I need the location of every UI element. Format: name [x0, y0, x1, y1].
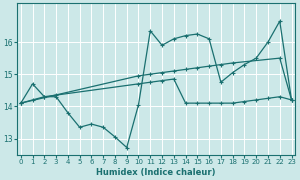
X-axis label: Humidex (Indice chaleur): Humidex (Indice chaleur) — [96, 168, 216, 177]
